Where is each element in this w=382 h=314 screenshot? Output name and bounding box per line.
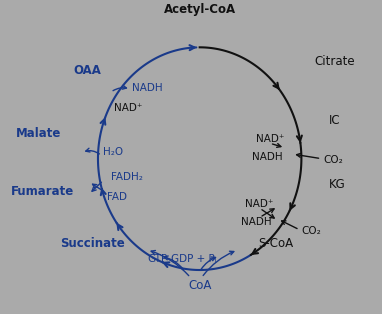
Text: Citrate: Citrate — [314, 55, 355, 68]
Text: Malate: Malate — [16, 127, 62, 140]
Text: Succinate: Succinate — [60, 237, 125, 250]
Text: CoA: CoA — [188, 279, 211, 292]
Text: GTP: GTP — [147, 254, 167, 264]
Text: Fumarate: Fumarate — [11, 185, 74, 198]
Text: NADH: NADH — [133, 83, 163, 93]
Text: CO₂: CO₂ — [323, 155, 343, 165]
Text: FAD: FAD — [107, 192, 127, 202]
Text: NAD⁺: NAD⁺ — [256, 133, 284, 143]
Text: OAA: OAA — [74, 64, 102, 77]
Text: S-CoA: S-CoA — [258, 237, 293, 250]
Text: NADH: NADH — [253, 152, 283, 162]
Text: NAD⁺: NAD⁺ — [245, 198, 274, 208]
Text: CO₂: CO₂ — [301, 226, 321, 236]
Text: Acetyl-CoA: Acetyl-CoA — [163, 3, 236, 16]
Text: NAD⁺: NAD⁺ — [114, 103, 143, 113]
Text: IC: IC — [329, 113, 340, 127]
Text: H₂O: H₂O — [104, 148, 123, 158]
Text: FADH₂: FADH₂ — [111, 172, 142, 182]
Text: NADH: NADH — [241, 217, 272, 227]
Text: KG: KG — [329, 178, 345, 192]
Text: GDP + Pᵢ: GDP + Pᵢ — [171, 254, 216, 264]
